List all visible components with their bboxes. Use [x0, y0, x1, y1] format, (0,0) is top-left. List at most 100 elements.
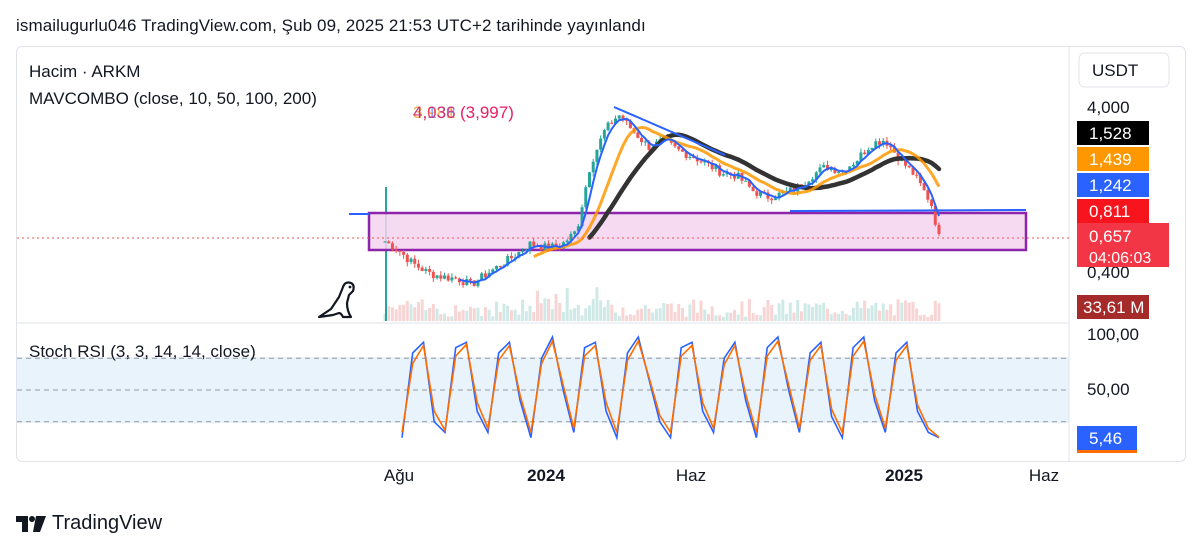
volume-bar	[420, 299, 424, 321]
candle-body	[595, 149, 599, 162]
trendline-zone-top[interactable]	[789, 209, 1027, 212]
volume-bar	[721, 316, 725, 321]
volume-bar	[788, 302, 792, 321]
time-label: 2025	[885, 466, 923, 485]
candle-body	[483, 273, 487, 278]
volume-bar	[465, 310, 469, 321]
volume-bar	[937, 303, 941, 321]
volume-bar	[851, 307, 855, 321]
volume-bar	[550, 309, 554, 321]
volume-bar	[442, 313, 446, 321]
candle-body	[770, 198, 774, 201]
volume-bar	[692, 299, 696, 321]
legend-value-main: (3,997)	[460, 103, 514, 122]
volume-bar	[569, 309, 573, 321]
candle-body	[788, 187, 792, 191]
candle-body	[692, 156, 696, 159]
volume-bar	[829, 314, 833, 321]
volume-bar	[595, 287, 599, 321]
volume-bar	[535, 290, 539, 321]
candle-body	[576, 226, 580, 232]
volume-bar	[599, 300, 603, 321]
volume-bar	[729, 312, 733, 321]
volume-bar	[431, 304, 435, 321]
time-label: Haz	[675, 466, 707, 485]
volume-bar	[424, 309, 428, 321]
volume-bar	[751, 312, 755, 321]
volume-bar	[521, 299, 525, 321]
candle-body	[461, 282, 465, 286]
volume-bar	[878, 310, 882, 321]
volume-bar	[457, 311, 461, 321]
volume-bar	[718, 315, 722, 321]
candle-body	[814, 172, 818, 180]
candle-body	[807, 181, 811, 186]
candle-body	[625, 120, 629, 122]
volume-badge	[1077, 295, 1149, 319]
legend-values-stack: 3,981 4,138 4,036 (3,997)	[413, 103, 514, 122]
price-scale[interactable]: 4,000 0,400 1,528 1,439 1,242 0,811 0,657 0…	[1077, 98, 1169, 319]
candle-body	[930, 199, 934, 207]
volume-bar	[889, 304, 893, 321]
stoch-d-line[interactable]	[401, 338, 940, 438]
candle-body	[565, 240, 569, 243]
volume-bar	[409, 304, 413, 321]
volume-bar	[900, 302, 904, 321]
candle-body	[688, 156, 692, 158]
candle-body	[621, 115, 625, 121]
candle-body	[733, 174, 737, 179]
ma-badge	[1077, 121, 1149, 145]
currency-label: USDT	[1092, 61, 1138, 80]
volume-bar	[405, 301, 409, 321]
ma50-line[interactable]	[533, 125, 941, 259]
candle-body	[751, 186, 755, 192]
volume-bar	[799, 311, 803, 321]
candle-body	[446, 275, 450, 281]
volume-bar	[807, 304, 811, 321]
candle-body	[863, 152, 867, 155]
volume-bar	[416, 302, 420, 321]
candle-body	[424, 268, 428, 271]
volume-bar	[617, 315, 621, 321]
stoch-tick-100: 100,00	[1087, 325, 1139, 344]
chart-panel[interactable]: Hacim · ARKM MAVCOMBO (close, 10, 50, 10…	[16, 46, 1186, 462]
volume-bar	[736, 314, 740, 321]
candle-body	[725, 173, 729, 175]
time-label: 2024	[527, 466, 565, 485]
volume-bar	[602, 307, 606, 321]
candle-body	[673, 142, 677, 147]
volume-bar	[539, 303, 543, 321]
volume-bar	[703, 309, 707, 321]
candle-body	[587, 172, 591, 188]
volume-bar	[632, 314, 636, 321]
volume-bar	[573, 308, 577, 321]
volume-bar	[625, 315, 629, 321]
ma100-line[interactable]	[587, 132, 942, 240]
volume-bar	[647, 308, 651, 321]
volume-bar	[770, 305, 774, 321]
candle-body	[405, 254, 409, 263]
currency-button[interactable]	[1078, 52, 1170, 88]
support-zone[interactable]	[367, 211, 1028, 252]
candle-body	[580, 207, 584, 227]
ma-badge-value: 1,528	[1089, 124, 1132, 143]
volume-bar	[818, 304, 822, 321]
candle-body	[431, 271, 435, 279]
volume-bar	[855, 301, 859, 321]
volume-bar	[695, 312, 699, 321]
candle-body	[866, 149, 870, 155]
ma-badge-value: 0,811	[1089, 202, 1130, 221]
volume-bar	[848, 315, 852, 321]
candle-body	[640, 137, 644, 143]
stoch-value: 5,46	[1089, 429, 1122, 448]
ma10-line[interactable]	[459, 117, 940, 284]
volume-bar	[565, 288, 569, 321]
volume-bar	[822, 302, 826, 321]
chart-canvas[interactable]: Hacim · ARKM MAVCOMBO (close, 10, 50, 10…	[17, 47, 1185, 461]
candle-body	[420, 267, 424, 271]
trendline-top[interactable]	[613, 106, 726, 156]
candle-body	[721, 174, 725, 176]
volume-bar	[385, 187, 387, 321]
time-axis[interactable]: Ağu 2024 Haz 2025 Haz	[16, 466, 1068, 492]
footer[interactable]: TradingView	[16, 512, 162, 535]
